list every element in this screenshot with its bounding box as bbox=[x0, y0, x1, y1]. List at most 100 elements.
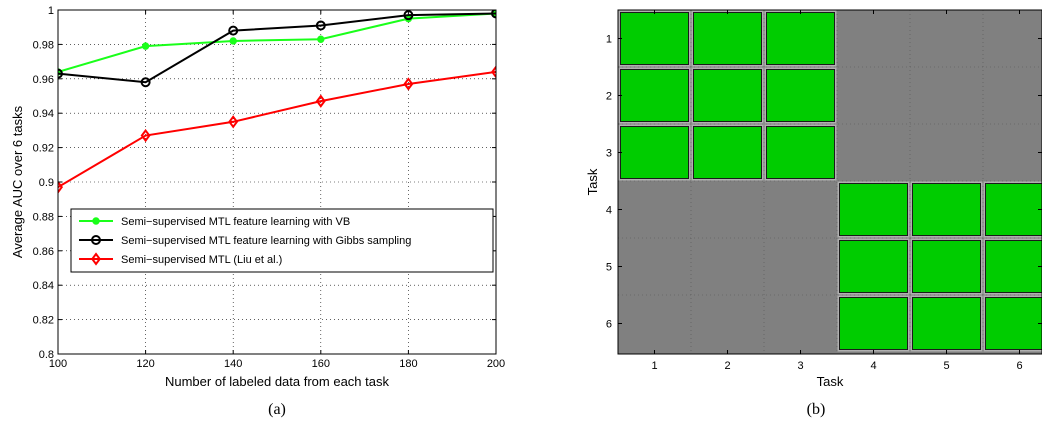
cell-fill bbox=[620, 12, 689, 65]
legend-label: Semi−supervised MTL feature learning wit… bbox=[121, 216, 350, 228]
y-tick-label: 2 bbox=[606, 91, 612, 103]
data-point bbox=[92, 217, 100, 225]
cell-fill bbox=[693, 126, 762, 179]
matrix-cell bbox=[910, 238, 983, 295]
series-3 bbox=[58, 65, 496, 194]
matrix-cell bbox=[910, 295, 983, 352]
series-line bbox=[58, 12, 496, 84]
matrix-cell bbox=[691, 10, 764, 67]
matrix-cell bbox=[837, 295, 910, 352]
y-tick-label: 0.82 bbox=[33, 315, 54, 327]
legend-entry: Semi−supervised MTL feature learning wit… bbox=[79, 216, 350, 228]
x-tick-label: 2 bbox=[724, 360, 730, 372]
y-tick-label: 0.86 bbox=[33, 246, 54, 258]
cell-fill bbox=[766, 126, 835, 179]
x-tick-label: 160 bbox=[312, 358, 330, 370]
caption-b: (b) bbox=[807, 401, 826, 418]
x-tick-label: 200 bbox=[487, 358, 505, 370]
matrix-cell bbox=[691, 124, 764, 181]
legend: Semi−supervised MTL feature learning wit… bbox=[70, 208, 494, 273]
matrix-cell bbox=[764, 67, 837, 124]
cell-fill bbox=[766, 12, 835, 65]
data-point bbox=[140, 77, 151, 88]
matrix-cell bbox=[983, 295, 1042, 352]
cell-fill bbox=[766, 69, 835, 122]
y-tick-label: 0.9 bbox=[39, 177, 54, 189]
y-tick-label: 0.98 bbox=[33, 39, 54, 51]
matrix-cell bbox=[691, 67, 764, 124]
x-tick-label: 4 bbox=[870, 360, 876, 372]
x-tick-label: 6 bbox=[1016, 360, 1022, 372]
data-point bbox=[228, 115, 239, 129]
y-tick-label: 6 bbox=[606, 319, 612, 331]
data-point bbox=[58, 68, 63, 79]
ticks-b: 1 2 3 4 5 6 1 2 3 4 5 6 bbox=[606, 10, 1042, 372]
y-tick-label: 0.84 bbox=[33, 280, 54, 292]
y-tick-label: 0.8 bbox=[39, 349, 54, 361]
data-point bbox=[141, 42, 150, 50]
caption-a: (a) bbox=[268, 401, 286, 418]
matrix-cell bbox=[618, 124, 691, 181]
data-point bbox=[491, 65, 496, 79]
x-tick-label: 1 bbox=[651, 360, 657, 372]
plot-frame-b bbox=[617, 9, 1042, 355]
data-point bbox=[491, 10, 496, 19]
legend-label: Semi−supervised MTL (Liu et al.) bbox=[121, 254, 282, 266]
data-point bbox=[58, 180, 63, 194]
task-matrix-heatmap: 1 2 3 4 5 6 1 2 3 4 5 6 Task Task (b) bbox=[585, 9, 1042, 418]
series-group bbox=[58, 10, 496, 194]
x-tick-label: 120 bbox=[136, 358, 154, 370]
x-axis-label-b: Task bbox=[817, 374, 844, 389]
legend-box bbox=[70, 208, 494, 273]
series-line bbox=[58, 12, 496, 73]
cell-fill bbox=[912, 183, 981, 236]
matrix-cell bbox=[983, 181, 1042, 238]
matrix-cell bbox=[618, 67, 691, 124]
y-axis-label-b: Task bbox=[585, 168, 600, 195]
y-tick-label: 0.88 bbox=[33, 211, 54, 223]
ticks-a: 100 120 140 160 180 200 0.8 0.82 0.84 0.86 0.88 0.9… bbox=[33, 5, 506, 370]
matrix-cell bbox=[910, 181, 983, 238]
matrix-cell bbox=[764, 10, 837, 67]
cell-fill bbox=[912, 297, 981, 350]
matrix-cells bbox=[618, 10, 1042, 354]
y-axis-label: Average AUC over 6 tasks bbox=[10, 105, 25, 258]
y-tick-label: 3 bbox=[606, 148, 612, 160]
y-tick-label: 0.96 bbox=[33, 74, 54, 86]
matrix-cell bbox=[618, 10, 691, 67]
cell-fill bbox=[693, 12, 762, 65]
data-point bbox=[315, 20, 326, 31]
x-tick-label: 5 bbox=[943, 360, 949, 372]
cell-fill bbox=[839, 297, 908, 350]
y-tick-label: 5 bbox=[606, 262, 612, 274]
cell-fill bbox=[839, 240, 908, 293]
data-point bbox=[91, 235, 101, 245]
series-line bbox=[58, 70, 496, 189]
matrix-cell bbox=[983, 238, 1042, 295]
cell-fill bbox=[985, 297, 1042, 350]
data-point bbox=[229, 37, 237, 45]
cell-fill bbox=[620, 126, 689, 179]
data-point bbox=[228, 25, 239, 36]
x-axis-label: Number of labeled data from each task bbox=[165, 374, 390, 389]
y-tick-label: 4 bbox=[606, 205, 612, 217]
matrix-cell bbox=[837, 181, 910, 238]
y-tick-label: 1 bbox=[48, 5, 54, 17]
data-point bbox=[91, 252, 101, 266]
series-2 bbox=[58, 10, 496, 88]
auc-line-chart: 100 120 140 160 180 200 0.8 0.82 0.84 0.86 0.88 0.9… bbox=[10, 5, 505, 418]
legend-entry: Semi−supervised MTL feature learning wit… bbox=[79, 235, 411, 247]
cell-fill bbox=[985, 183, 1042, 236]
data-point bbox=[140, 128, 151, 143]
data-point bbox=[317, 35, 325, 43]
cell-fill bbox=[620, 69, 689, 122]
x-tick-label: 100 bbox=[49, 358, 67, 370]
cell-fill bbox=[693, 69, 762, 122]
x-tick-label: 180 bbox=[399, 358, 417, 370]
cell-fill bbox=[839, 183, 908, 236]
cell-fill bbox=[985, 240, 1042, 293]
y-tick-label: 0.92 bbox=[33, 143, 54, 155]
legend-entry: Semi−supervised MTL (Liu et al.) bbox=[79, 252, 282, 266]
legend-label: Semi−supervised MTL feature learning wit… bbox=[121, 235, 411, 247]
y-tick-label: 0.94 bbox=[33, 108, 54, 120]
